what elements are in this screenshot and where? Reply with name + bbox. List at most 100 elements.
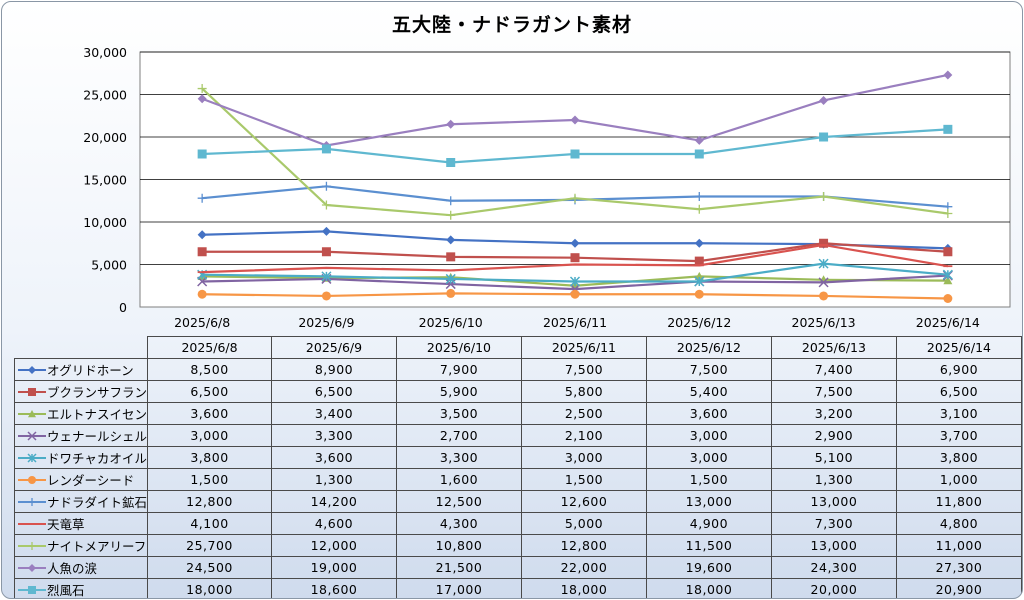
table-cell: 7,500 [645, 358, 772, 381]
table-header-row: 2025/6/8 2025/6/9 2025/6/10 2025/6/11 2025/6… [14, 336, 1022, 359]
x-tick-label: 2025/6/9 [298, 315, 354, 330]
table-cell: 18,600 [271, 578, 397, 598]
data-point [694, 276, 705, 287]
data-point [446, 288, 456, 298]
table-column-header: 2025/6/11 [520, 336, 647, 359]
data-point [943, 247, 953, 257]
data-point [818, 258, 829, 269]
data-point [943, 276, 953, 285]
table-cell: 20,000 [770, 578, 897, 598]
data-point [570, 253, 580, 263]
table-cell: 10,800 [395, 534, 522, 557]
series-8 [197, 84, 953, 220]
legend-key-marker [28, 563, 36, 572]
data-point [446, 210, 456, 220]
legend-key [18, 497, 46, 506]
table-cell: 1,500 [147, 468, 272, 491]
data-point [943, 124, 953, 134]
data-point [197, 289, 207, 299]
table-cell: 1,000 [895, 468, 1022, 491]
data-point [321, 144, 331, 154]
table-cell: 4,600 [271, 512, 397, 535]
table-cell: 4,900 [645, 512, 772, 535]
series-name: 人魚の涙 [47, 561, 98, 576]
data-point [943, 294, 953, 303]
legend-key [18, 387, 46, 396]
table-cell: 4,300 [395, 512, 522, 535]
data-point [197, 193, 207, 203]
legend-key [18, 522, 46, 525]
table-cell: 6,900 [895, 358, 1022, 381]
table-cell: 12,800 [520, 534, 647, 557]
data-point [446, 119, 456, 129]
table-cell: 5,000 [520, 512, 647, 535]
y-tick-label: 30,000 [83, 45, 127, 60]
table-cell: 18,000 [645, 578, 772, 598]
series-4 [197, 258, 953, 287]
table-cell: 3,000 [645, 424, 772, 447]
data-point [819, 238, 829, 248]
table-cell: 1,600 [395, 468, 522, 491]
legend-key [18, 541, 46, 550]
series-10 [197, 124, 953, 167]
data-point [446, 252, 456, 262]
table-cell: 5,100 [770, 446, 897, 469]
legend-key [18, 430, 46, 441]
table-column-header: 2025/6/9 [271, 336, 397, 359]
legend-entry: 人魚の涙 [13, 556, 149, 579]
x-tick-label: 2025/6/10 [419, 315, 483, 330]
data-point [819, 192, 829, 201]
table-cell: 12,800 [147, 490, 272, 513]
series-7 [197, 243, 953, 274]
data-point [445, 273, 456, 284]
table-cell: 5,400 [645, 380, 772, 403]
legend-key-marker [28, 365, 36, 374]
table-cell: 3,200 [770, 402, 897, 425]
table-cell: 6,500 [271, 380, 397, 403]
table-cell: 3,800 [895, 446, 1022, 469]
legend-key-marker [28, 475, 36, 484]
data-point [321, 181, 331, 191]
data-point [321, 291, 331, 301]
table-cell: 7,400 [770, 358, 897, 381]
table-cell: 12,600 [520, 490, 647, 513]
y-tick-label: 10,000 [83, 215, 127, 230]
data-point [694, 256, 704, 266]
table-cell: 6,500 [147, 380, 272, 403]
table-row: ナイトメアリーフ 25,700 12,000 10,800 12,800 11,500 13… [13, 534, 1022, 557]
legend-key-marker [28, 585, 36, 594]
legend-key [18, 452, 46, 463]
legend-entry: 烈風石 [13, 578, 149, 598]
data-point [197, 94, 207, 104]
series-name: オグリドホーン [47, 363, 134, 378]
x-tick-label: 2025/6/14 [916, 315, 980, 330]
table-cell: 3,300 [271, 424, 397, 447]
table-cell: 11,000 [895, 534, 1022, 557]
table-row: エルトナスイセン 3,600 3,400 3,500 2,500 3,600 3,200 3,… [13, 402, 1022, 425]
data-point [819, 95, 829, 105]
table-cell: 19,600 [645, 556, 772, 579]
table-cell: 3,400 [271, 402, 397, 425]
table-cell: 1,500 [520, 468, 647, 491]
data-point [197, 230, 207, 240]
table-cell: 12,000 [271, 534, 397, 557]
table-cell: 3,800 [147, 446, 272, 469]
table-cell: 2,900 [770, 424, 897, 447]
table-cell: 3,300 [395, 446, 522, 469]
table-cell: 13,000 [770, 534, 897, 557]
table-cell: 5,800 [520, 380, 647, 403]
data-point [446, 158, 456, 167]
data-point [197, 84, 207, 94]
table-cell: 3,500 [395, 402, 522, 425]
data-point [321, 200, 331, 210]
table-row: オグリドホーン 8,500 8,900 7,900 7,500 7,500 7,400 6,9… [13, 358, 1022, 381]
data-point [694, 135, 704, 145]
table-cell: 3,100 [895, 402, 1022, 425]
table-column-header: 2025/6/10 [395, 336, 522, 359]
table-cell: 20,900 [895, 578, 1022, 598]
data-point [197, 149, 207, 159]
table-cell: 3,600 [645, 402, 772, 425]
data-point [694, 271, 704, 280]
table-row: ブクランサフラン 6,500 6,500 5,900 5,800 5,400 7,500 6,… [13, 380, 1022, 403]
data-point [570, 289, 580, 299]
